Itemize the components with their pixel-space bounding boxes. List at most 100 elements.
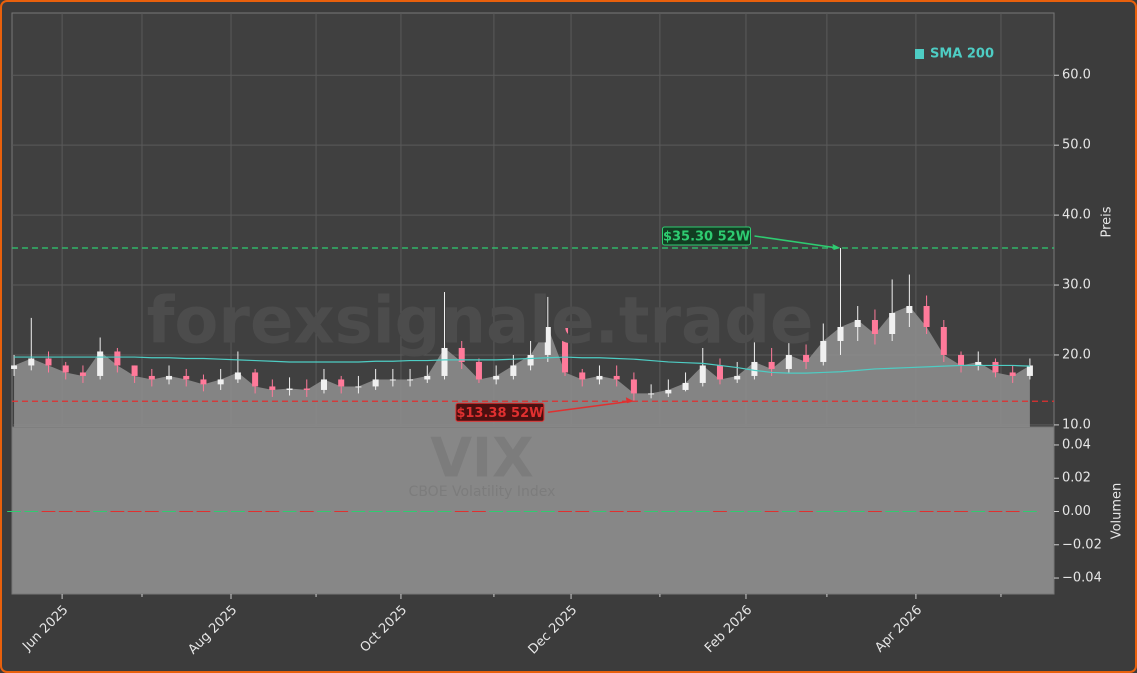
candle-body xyxy=(803,354,810,362)
candle-body xyxy=(11,365,18,369)
reference-label: $13.38 52W xyxy=(456,406,543,421)
reference-label: $35.30 52W xyxy=(663,229,750,244)
candle-body xyxy=(596,375,603,380)
volume-bar xyxy=(213,510,228,512)
candle-body xyxy=(458,347,465,362)
volume-bar xyxy=(833,510,848,512)
candle-body xyxy=(131,365,138,376)
candle-body xyxy=(372,379,379,387)
candle-body xyxy=(871,320,878,334)
volume-bar xyxy=(24,510,39,512)
volume-bar xyxy=(799,510,813,512)
candle-body xyxy=(527,354,534,366)
volume-bar xyxy=(885,510,900,512)
volume-bar xyxy=(747,510,762,512)
volume-bar xyxy=(196,510,211,512)
volume-bar xyxy=(781,510,796,512)
y-tick-label: 40.0 xyxy=(1062,208,1091,223)
volume-bar xyxy=(351,510,366,512)
volume-bar xyxy=(609,510,624,512)
candle-body xyxy=(975,361,982,366)
candle-body xyxy=(923,306,930,327)
candle-body xyxy=(183,375,190,380)
candle-body xyxy=(79,372,86,376)
candle-body xyxy=(441,347,448,376)
volume-bar xyxy=(816,510,831,512)
volume-bar xyxy=(282,510,297,512)
candle-body xyxy=(303,388,310,390)
candle-body xyxy=(940,326,947,355)
legend-swatch xyxy=(915,49,924,59)
volume-bar xyxy=(919,510,934,512)
candle-body xyxy=(475,361,482,380)
candle-body xyxy=(630,379,637,394)
candle-body xyxy=(338,379,345,387)
volume-bar xyxy=(437,510,452,512)
candle-body xyxy=(837,326,844,341)
y-axis-label: Volumen xyxy=(1110,483,1125,540)
volume-bar xyxy=(575,510,590,512)
candle-body xyxy=(510,365,517,376)
candle-body xyxy=(200,379,207,385)
candle-body xyxy=(389,379,396,381)
candle-body xyxy=(1009,372,1016,376)
volume-bar xyxy=(403,510,417,512)
volume-bar xyxy=(454,510,469,512)
candle-body xyxy=(613,375,620,380)
volume-bar xyxy=(540,510,555,512)
volume-bar xyxy=(954,510,968,512)
sma-line xyxy=(14,356,1030,374)
volume-bar xyxy=(988,510,1003,512)
volume-bar xyxy=(248,510,262,512)
volume-bar xyxy=(231,510,245,512)
candle-body xyxy=(97,351,104,376)
volume-bar xyxy=(523,510,538,512)
volume-bar xyxy=(110,510,125,512)
candle-body xyxy=(28,358,35,366)
y-tick-label: 30.0 xyxy=(1062,278,1091,293)
candle-body xyxy=(493,375,500,380)
volume-bar xyxy=(592,510,607,512)
candle-body xyxy=(820,340,827,362)
reference-label-bg xyxy=(455,402,545,422)
volume-bar xyxy=(299,510,314,512)
candle-body xyxy=(1026,365,1033,376)
candle-body xyxy=(785,354,792,369)
volume-bar xyxy=(902,510,917,512)
volume-bar xyxy=(489,510,504,512)
candle-body xyxy=(269,386,276,390)
legend-label: SMA 200 xyxy=(930,47,994,62)
plot-layer xyxy=(7,13,1059,599)
reference-arrowhead xyxy=(832,243,841,250)
candle-body xyxy=(579,372,586,380)
y-tick-label: 10.0 xyxy=(1062,417,1091,432)
volume-bar xyxy=(144,510,159,512)
volume-bar xyxy=(420,510,435,512)
watermark-name: CBOE Volatility Index xyxy=(409,484,556,500)
reference-arrow xyxy=(547,400,631,414)
candle-body xyxy=(768,361,775,369)
y-tick-label: 0.00 xyxy=(1062,504,1091,519)
candle-body xyxy=(148,375,155,380)
candle-body xyxy=(958,354,965,366)
candle-body xyxy=(45,358,52,366)
candle-body xyxy=(992,361,999,373)
y-tick-label: 50.0 xyxy=(1062,138,1091,153)
volume-bar xyxy=(661,510,676,512)
volume-bar xyxy=(368,510,383,512)
candle-body xyxy=(234,372,241,380)
volume-bar xyxy=(868,510,882,512)
candle-body xyxy=(252,372,259,387)
volume-bar xyxy=(334,510,349,512)
candle-body xyxy=(562,326,569,373)
candle-body xyxy=(62,365,69,373)
y-tick-label: −0.04 xyxy=(1062,571,1102,586)
volume-bar xyxy=(678,510,693,512)
y-tick-label: 20.0 xyxy=(1062,347,1091,362)
candle-body xyxy=(665,389,672,394)
watermark-symbol: VIX xyxy=(430,427,534,490)
y-tick-label: 0.02 xyxy=(1062,471,1091,486)
candle-body xyxy=(699,365,706,383)
volume-bar xyxy=(971,510,986,512)
